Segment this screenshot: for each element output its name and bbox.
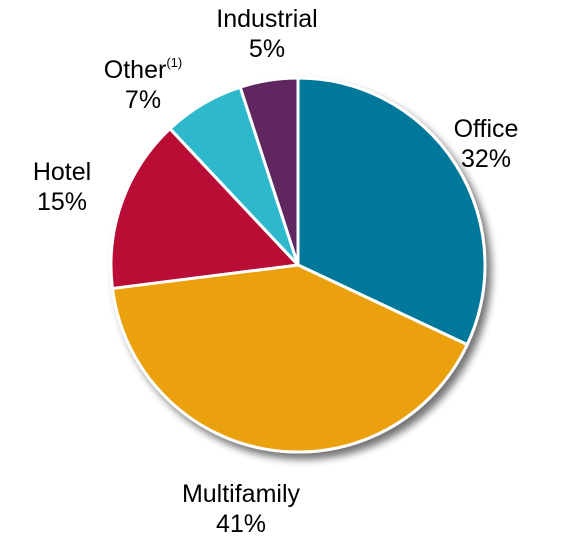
- pie-slice-hotel: [109, 127, 300, 290]
- slice-name-other-text: Other: [103, 56, 167, 84]
- slice-name-other: Other(1): [83, 48, 203, 85]
- slice-label-industrial: Industrial 5%: [197, 4, 337, 64]
- footnote-marker: (1): [166, 55, 183, 70]
- slice-label-multifamily: Multifamily 41%: [161, 479, 321, 539]
- slice-percent-multifamily: 41%: [215, 510, 267, 538]
- slice-name-industrial: Industrial: [216, 5, 318, 33]
- slice-name-office: Office: [453, 115, 519, 143]
- slice-percent-other: 7%: [124, 86, 162, 114]
- slice-label-other: Other(1) 7%: [83, 48, 203, 115]
- slice-name-multifamily: Multifamily: [181, 480, 301, 508]
- slice-percent-industrial: 5%: [248, 35, 286, 63]
- pie-slice-office: [296, 76, 487, 347]
- slice-label-hotel: Hotel 15%: [12, 157, 112, 217]
- pie-slice-multifamily: [110, 263, 469, 454]
- slice-percent-office: 32%: [460, 145, 512, 173]
- slice-name-hotel: Hotel: [32, 158, 92, 186]
- slice-percent-hotel: 15%: [36, 188, 88, 216]
- pie-slices: [109, 76, 487, 454]
- slice-label-office: Office 32%: [431, 114, 541, 174]
- pie-slice-industrial: [238, 76, 300, 267]
